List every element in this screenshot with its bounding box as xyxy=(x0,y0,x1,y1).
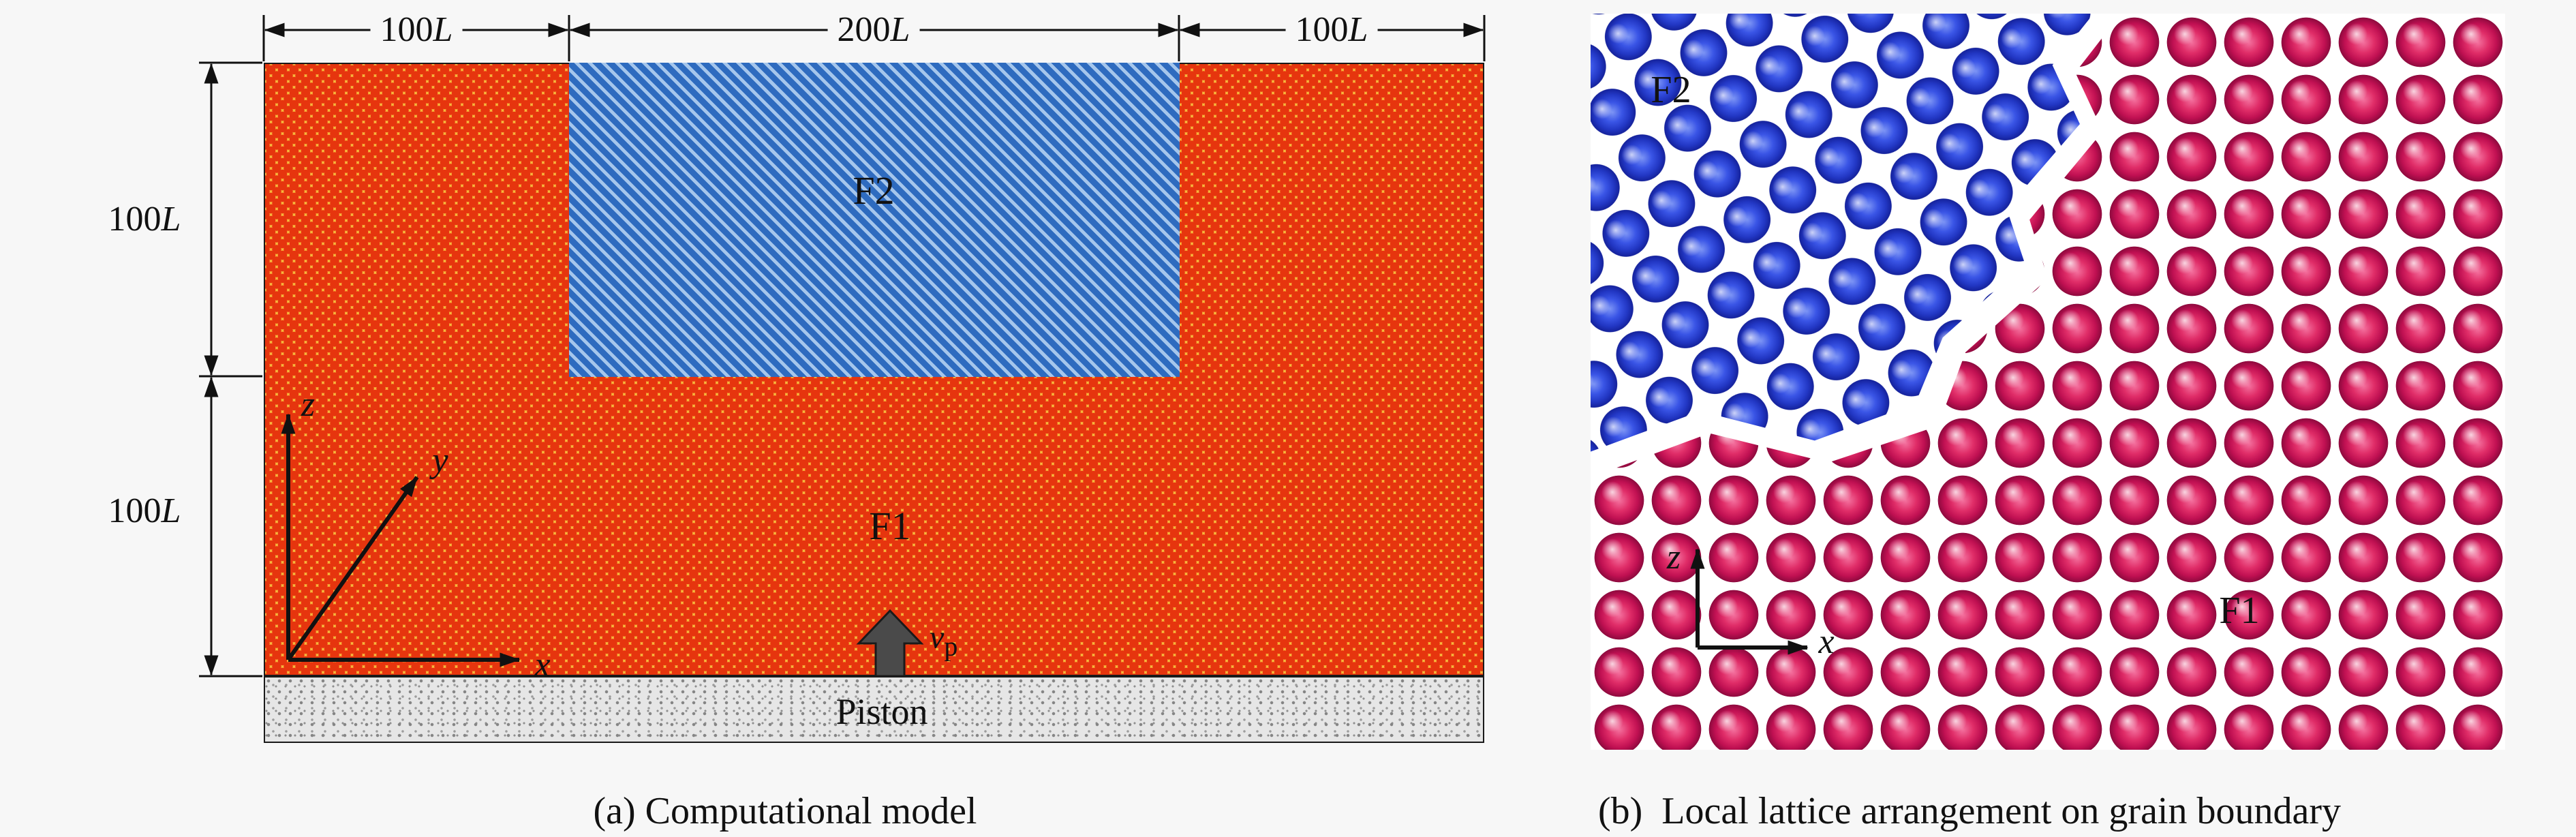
grain-f2-label-b: F2 xyxy=(1651,69,1691,111)
grain-f2-region xyxy=(569,63,1180,377)
left-dimension-lines xyxy=(199,61,262,678)
dim-unit: L xyxy=(161,491,181,530)
dim-label-top-mid: 200L xyxy=(827,10,920,49)
dim-number: 100 xyxy=(108,200,162,239)
piston-label: Piston xyxy=(835,691,928,732)
dim-unit: L xyxy=(161,200,181,239)
dim-number: 200 xyxy=(837,10,891,49)
grain-f1-label-b: F1 xyxy=(2219,590,2260,632)
caption-b: (b) Local lattice arrangement on grain b… xyxy=(1598,790,2341,832)
x-axis-label: x xyxy=(534,645,551,684)
dim-label-top-right: 100L xyxy=(1285,10,1378,49)
dim-label-top-left: 100L xyxy=(370,10,463,49)
dim-number: 100 xyxy=(108,491,162,530)
x-axis-label-b: x xyxy=(1818,622,1835,661)
velocity-symbol: v xyxy=(930,619,945,656)
dim-unit: L xyxy=(433,10,453,49)
dim-label-left-upper: 100L xyxy=(108,202,181,237)
dim-number: 100 xyxy=(1295,10,1349,49)
grain-f2-label: F2 xyxy=(853,168,895,213)
lattice-panel xyxy=(1591,14,2505,750)
piston-velocity-label: vp xyxy=(930,619,958,662)
y-axis-label: y xyxy=(432,441,448,480)
dim-number: 100 xyxy=(380,10,433,49)
velocity-subscript: p xyxy=(944,630,958,662)
dim-unit: L xyxy=(1348,10,1368,49)
grain-f1-label: F1 xyxy=(869,504,911,548)
z-axis-label-b: z xyxy=(1666,538,1681,577)
dim-unit: L xyxy=(890,10,910,49)
caption-a: (a) Computational model xyxy=(593,790,977,832)
dim-label-left-lower: 100L xyxy=(108,493,181,529)
z-axis-label: z xyxy=(301,385,316,424)
